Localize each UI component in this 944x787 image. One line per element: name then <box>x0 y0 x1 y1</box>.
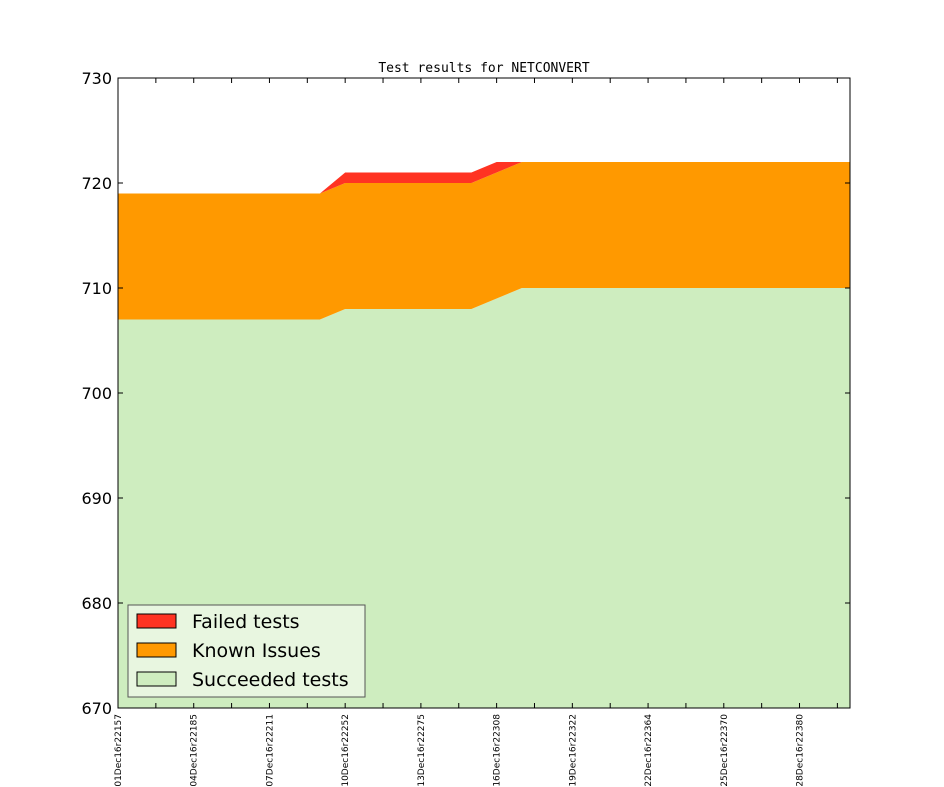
y-tick-label: 690 <box>81 489 112 508</box>
x-tick-label: 28Dec16r22380 <box>796 714 806 787</box>
legend-swatch-known <box>136 642 177 658</box>
y-tick-label: 720 <box>81 174 112 193</box>
x-tick-label: 07Dec16r22211 <box>265 714 275 787</box>
series-area-failed-tests <box>118 162 850 194</box>
legend-swatch-failed <box>136 613 177 629</box>
series-area-known-issues <box>118 162 850 320</box>
legend-label-failed: Failed tests <box>192 611 300 633</box>
y-tick-label: 700 <box>81 384 112 403</box>
x-tick-label: 19Dec16r22322 <box>568 714 578 787</box>
legend-swatch-succeeded <box>136 671 177 687</box>
y-tick-label: 730 <box>81 69 112 88</box>
series-areas <box>118 162 850 708</box>
x-tick-label: 22Dec16r22364 <box>644 714 654 787</box>
x-tick-label: 04Dec16r22185 <box>190 714 200 787</box>
plot-area <box>117 77 851 709</box>
series-area-succeeded-tests <box>118 288 850 708</box>
y-axis: 670 680 690 700 710 720 730 <box>81 69 850 718</box>
legend-label-known: Known Issues <box>192 640 321 662</box>
legend-label-succeeded: Succeeded tests <box>192 669 349 691</box>
chart-title: Test results for NETCONVERT <box>378 61 589 76</box>
x-tick-label: 10Dec16r22252 <box>341 714 351 787</box>
x-tick-label: 16Dec16r22308 <box>493 714 503 787</box>
y-tick-label: 680 <box>81 594 112 613</box>
y-tick-label: 670 <box>81 699 112 718</box>
x-tick-label: 25Dec16r22370 <box>720 714 730 787</box>
x-tick-label: 01Dec16r22157 <box>114 714 124 787</box>
x-axis: 01Dec16r22157 04Dec16r22185 07Dec16r22211 1… <box>114 78 838 787</box>
legend: Failed tests Known Issues Succeeded test… <box>127 604 366 698</box>
x-tick-label: 13Dec16r22275 <box>417 714 427 787</box>
y-tick-label: 710 <box>81 279 112 298</box>
